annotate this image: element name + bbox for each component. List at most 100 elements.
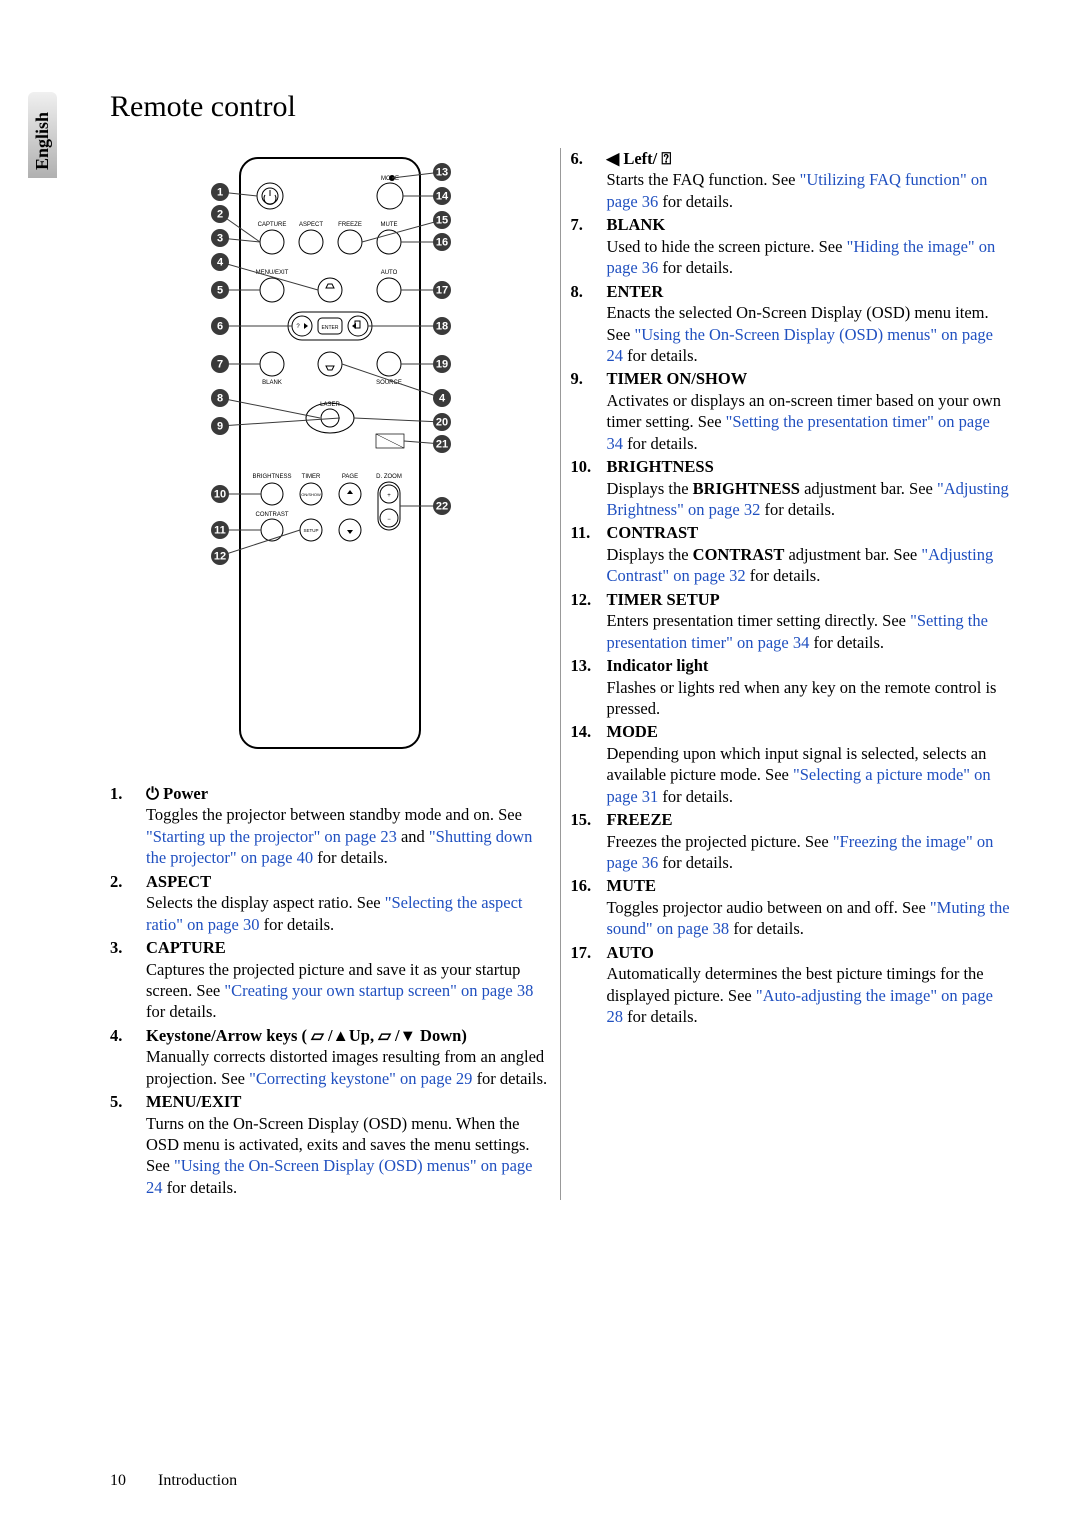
column-divider xyxy=(560,148,561,1200)
item-description: Selects the display aspect ratio. See "S… xyxy=(146,892,550,935)
item-description: Displays the CONTRAST adjustment bar. Se… xyxy=(607,544,1011,587)
item-label: ASPECT xyxy=(146,871,550,892)
svg-text:CAPTURE: CAPTURE xyxy=(257,222,286,228)
item-number: 14. xyxy=(571,721,607,807)
list-item: 15.FREEZEFreezes the projected picture. … xyxy=(571,809,1011,873)
item-body: MODEDepending upon which input signal is… xyxy=(607,721,1011,807)
svg-text:AUTO: AUTO xyxy=(380,270,397,276)
item-body: ◀ Left/ ⍰Starts the FAQ function. See "U… xyxy=(607,148,1011,212)
svg-text:ENTER: ENTER xyxy=(321,325,338,331)
list-item: 14.MODEDepending upon which input signal… xyxy=(571,721,1011,807)
page-number: 10 xyxy=(110,1472,126,1489)
item-body: TIMER SETUPEnters presentation timer set… xyxy=(607,589,1011,653)
item-body: BLANKUsed to hide the screen picture. Se… xyxy=(607,214,1011,278)
item-description: Activates or displays an on-screen timer… xyxy=(607,390,1011,454)
svg-text:12: 12 xyxy=(214,551,226,563)
item-number: 8. xyxy=(571,281,607,367)
content-columns: MODE CAPTURE ASPECT FREEZE MUTE MENU/EXI… xyxy=(110,148,1010,1200)
item-description: Depending upon which input signal is sel… xyxy=(607,743,1011,807)
item-label: MENU/EXIT xyxy=(146,1091,550,1112)
language-tab: English xyxy=(28,92,57,178)
item-body: Keystone/Arrow keys ( ▱ /▲Up, ▱ /▼ Down)… xyxy=(146,1025,550,1089)
item-body: TIMER ON/SHOWActivates or displays an on… xyxy=(607,368,1011,454)
svg-text:−: − xyxy=(387,517,391,523)
cross-reference-link[interactable]: "Creating your own startup screen" on pa… xyxy=(224,981,533,1000)
item-description: Automatically determines the best pictur… xyxy=(607,963,1011,1027)
svg-text:14: 14 xyxy=(436,191,449,203)
item-label: FREEZE xyxy=(607,809,1011,830)
svg-text:5: 5 xyxy=(217,285,223,297)
list-item: 9.TIMER ON/SHOWActivates or displays an … xyxy=(571,368,1011,454)
svg-text:PAGE: PAGE xyxy=(342,474,358,480)
cross-reference-link[interactable]: "Correcting keystone" on page 29 xyxy=(249,1069,472,1088)
list-item: 11.CONTRASTDisplays the CONTRAST adjustm… xyxy=(571,522,1011,586)
list-item: 16.MUTEToggles projector audio between o… xyxy=(571,875,1011,939)
list-item: 3.CAPTURECaptures the projected picture … xyxy=(110,937,550,1023)
svg-text:7: 7 xyxy=(217,359,223,371)
list-item: 7.BLANKUsed to hide the screen picture. … xyxy=(571,214,1011,278)
item-number: 13. xyxy=(571,655,607,719)
item-label: ◀ Left/ ⍰ xyxy=(607,148,1011,169)
item-body: ASPECTSelects the display aspect ratio. … xyxy=(146,871,550,935)
list-item: 17.AUTOAutomatically determines the best… xyxy=(571,942,1011,1028)
list-item: 12.TIMER SETUPEnters presentation timer … xyxy=(571,589,1011,653)
svg-text:FREEZE: FREEZE xyxy=(338,222,362,228)
item-number: 12. xyxy=(571,589,607,653)
item-number: 4. xyxy=(110,1025,146,1089)
item-description: Enacts the selected On-Screen Display (O… xyxy=(607,302,1011,366)
item-number: 7. xyxy=(571,214,607,278)
svg-text:MODE: MODE xyxy=(381,176,399,182)
item-body: CONTRASTDisplays the CONTRAST adjustment… xyxy=(607,522,1011,586)
item-description: Captures the projected picture and save … xyxy=(146,959,550,1023)
item-number: 17. xyxy=(571,942,607,1028)
item-number: 15. xyxy=(571,809,607,873)
list-item: 4.Keystone/Arrow keys ( ▱ /▲Up, ▱ /▼ Dow… xyxy=(110,1025,550,1089)
right-column: 6.◀ Left/ ⍰Starts the FAQ function. See … xyxy=(571,148,1011,1200)
item-label: CAPTURE xyxy=(146,937,550,958)
item-body: ENTEREnacts the selected On-Screen Displ… xyxy=(607,281,1011,367)
item-label: BLANK xyxy=(607,214,1011,235)
list-item: 10.BRIGHTNESSDisplays the BRIGHTNESS adj… xyxy=(571,456,1011,520)
item-label: BRIGHTNESS xyxy=(607,456,1011,477)
item-body: BRIGHTNESSDisplays the BRIGHTNESS adjust… xyxy=(607,456,1011,520)
remote-svg: MODE CAPTURE ASPECT FREEZE MUTE MENU/EXI… xyxy=(160,148,500,758)
svg-text:ASPECT: ASPECT xyxy=(299,222,323,228)
item-label: AUTO xyxy=(607,942,1011,963)
svg-text:3: 3 xyxy=(217,233,223,245)
page-title: Remote control xyxy=(110,90,1010,124)
svg-text:+: + xyxy=(387,493,391,499)
svg-text:10: 10 xyxy=(214,489,226,501)
svg-text:MENU/EXIT: MENU/EXIT xyxy=(255,270,288,276)
item-label: MUTE xyxy=(607,875,1011,896)
svg-text:9: 9 xyxy=(217,421,223,433)
svg-text:19: 19 xyxy=(436,359,448,371)
item-number: 1. xyxy=(110,783,146,869)
item-description: Displays the BRIGHTNESS adjustment bar. … xyxy=(607,478,1011,521)
svg-text:16: 16 xyxy=(436,237,448,249)
svg-text:BLANK: BLANK xyxy=(262,380,282,386)
svg-text:4: 4 xyxy=(439,393,446,405)
item-description: Manually corrects distorted images resul… xyxy=(146,1046,550,1089)
svg-text:SETUP: SETUP xyxy=(303,528,318,533)
svg-text:15: 15 xyxy=(436,215,448,227)
left-column: MODE CAPTURE ASPECT FREEZE MUTE MENU/EXI… xyxy=(110,148,550,1200)
svg-text:22: 22 xyxy=(436,501,448,513)
item-description: Toggles the projector between standby mo… xyxy=(146,804,550,868)
svg-text:MUTE: MUTE xyxy=(380,222,397,228)
item-label: Indicator light xyxy=(607,655,1011,676)
item-label: MODE xyxy=(607,721,1011,742)
item-body: MUTEToggles projector audio between on a… xyxy=(607,875,1011,939)
item-number: 16. xyxy=(571,875,607,939)
item-description: Enters presentation timer setting direct… xyxy=(607,610,1011,653)
item-body: AUTOAutomatically determines the best pi… xyxy=(607,942,1011,1028)
svg-text:18: 18 xyxy=(436,321,448,333)
svg-text:6: 6 xyxy=(217,321,223,333)
svg-text:ON/SHOW: ON/SHOW xyxy=(301,492,321,497)
list-item: 8.ENTEREnacts the selected On-Screen Dis… xyxy=(571,281,1011,367)
cross-reference-link[interactable]: "Starting up the projector" on page 23 xyxy=(146,827,397,846)
svg-text:TIMER: TIMER xyxy=(301,474,320,480)
svg-text:2: 2 xyxy=(217,209,223,221)
page-footer: 10 Introduction xyxy=(110,1472,237,1490)
item-number: 9. xyxy=(571,368,607,454)
list-item: 5.MENU/EXITTurns on the On-Screen Displa… xyxy=(110,1091,550,1198)
